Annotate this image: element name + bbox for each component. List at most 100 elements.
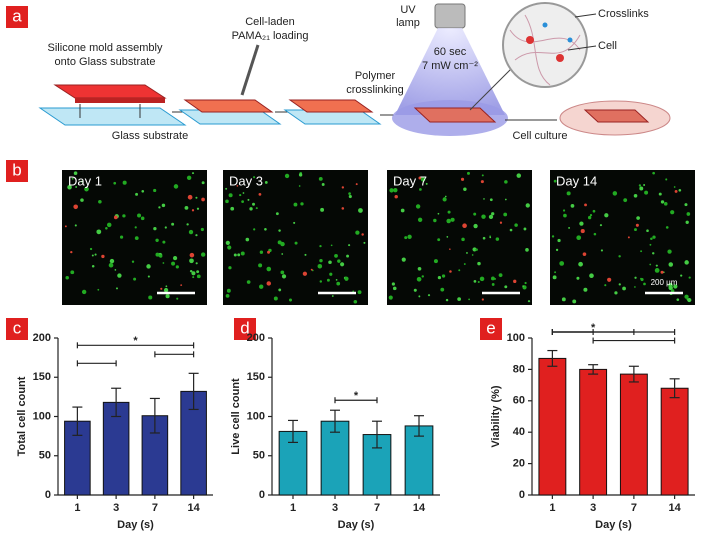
crosslinks-label: Crosslinks [598, 8, 649, 20]
y-tick-label: 100 [507, 332, 525, 344]
cell-dot [225, 240, 230, 246]
cell-dot [473, 212, 477, 216]
cell-dot [200, 252, 206, 257]
cell-dot [242, 192, 245, 194]
cell-dot [153, 226, 157, 231]
y-tick-label: 80 [513, 363, 525, 375]
y-tick-label: 150 [247, 371, 265, 383]
cell-dot [673, 284, 678, 289]
cell-dot [461, 237, 465, 242]
cell-dot [140, 216, 145, 221]
y-tick-label: 100 [33, 410, 51, 422]
cell-dot [335, 279, 338, 281]
cell-dot [189, 269, 193, 273]
cell-dot [568, 227, 571, 229]
cell-dot [165, 285, 168, 288]
uv-beam [395, 28, 505, 115]
cell-dot [319, 258, 323, 263]
cell-dot [420, 177, 426, 182]
cell-dot [245, 237, 250, 242]
loaded-mold [183, 99, 274, 113]
step-label: Silicone mold assembly [48, 42, 163, 54]
cell-dot [413, 288, 417, 292]
cell-dot [498, 273, 503, 278]
cell-dot [504, 180, 508, 184]
x-axis-label: Day (s) [117, 519, 154, 531]
cell-dot [415, 204, 421, 209]
cell-dot [504, 285, 508, 289]
cell-dot [684, 294, 689, 299]
cell-dot [649, 263, 652, 266]
cell-dot [137, 213, 142, 218]
cell-dot [196, 270, 200, 274]
error-bar [669, 378, 680, 399]
cell-dot [73, 171, 78, 175]
error-bar [330, 409, 340, 433]
lamp-label: UV [400, 4, 416, 16]
cell-dot [640, 277, 644, 282]
cell-dot [686, 212, 691, 216]
culture-label: Cell culture [512, 130, 567, 142]
bar [660, 387, 689, 496]
pointer [567, 45, 597, 51]
cell-dot [587, 215, 592, 220]
cell-dot [237, 253, 241, 257]
y-axis-label: Live cell count [230, 378, 242, 455]
x-tick-label: 7 [631, 502, 637, 514]
error-bar [149, 397, 160, 434]
cell-dot [108, 262, 114, 268]
cell-dot [161, 203, 166, 208]
x-tick-label: 7 [374, 502, 380, 514]
cell-dot [191, 209, 195, 212]
cell-dot [639, 186, 644, 191]
day-label: Day 3 [229, 173, 263, 188]
cell-dot [302, 271, 308, 276]
cell-dot [652, 252, 655, 255]
cell-dot [358, 208, 363, 213]
cell-dot [660, 200, 665, 204]
cell-dot [483, 198, 485, 200]
cell-dot [437, 238, 441, 242]
cell-dot [158, 206, 161, 209]
cell-dot [300, 202, 304, 206]
cell-dot [186, 175, 192, 180]
step-label: Polymer [355, 70, 396, 82]
cell-dot [84, 186, 89, 192]
cell-dot [489, 198, 493, 202]
cell-dot [419, 188, 422, 191]
cell-dot [294, 241, 298, 245]
cell-dot [348, 244, 351, 247]
cell-dot [188, 229, 194, 235]
cell-dot [446, 235, 449, 238]
x-tick-label: 14 [413, 502, 426, 514]
cell-dot [165, 294, 170, 299]
cell-dot [437, 212, 440, 215]
cell-dot [187, 194, 193, 200]
cell-dot [319, 244, 322, 248]
cell-dot [678, 188, 682, 192]
cell-dot [75, 186, 78, 188]
cell-dot [687, 298, 692, 303]
cell-dot [674, 189, 678, 193]
cell-dot [473, 223, 478, 229]
cell-dot [225, 187, 228, 190]
y-tick-label: 100 [247, 410, 265, 422]
cell-dot [394, 195, 398, 199]
cell-dot [240, 251, 245, 256]
x-tick-label: 7 [152, 502, 158, 514]
cell-dot [491, 283, 495, 286]
cell-dot [618, 283, 621, 286]
cell-dot [466, 171, 470, 175]
bar [538, 357, 567, 496]
cell-dot [273, 296, 278, 301]
cell-dot [266, 266, 272, 272]
cell-dot [153, 188, 157, 193]
x-tick-label: 1 [549, 502, 555, 514]
cell-dot [481, 174, 484, 177]
cell-dot [450, 217, 455, 222]
cell-dot [148, 295, 153, 300]
cell-dot [684, 203, 688, 207]
cell-dot [239, 193, 242, 197]
cell-dot [81, 180, 83, 183]
significance-bracket [154, 351, 195, 358]
